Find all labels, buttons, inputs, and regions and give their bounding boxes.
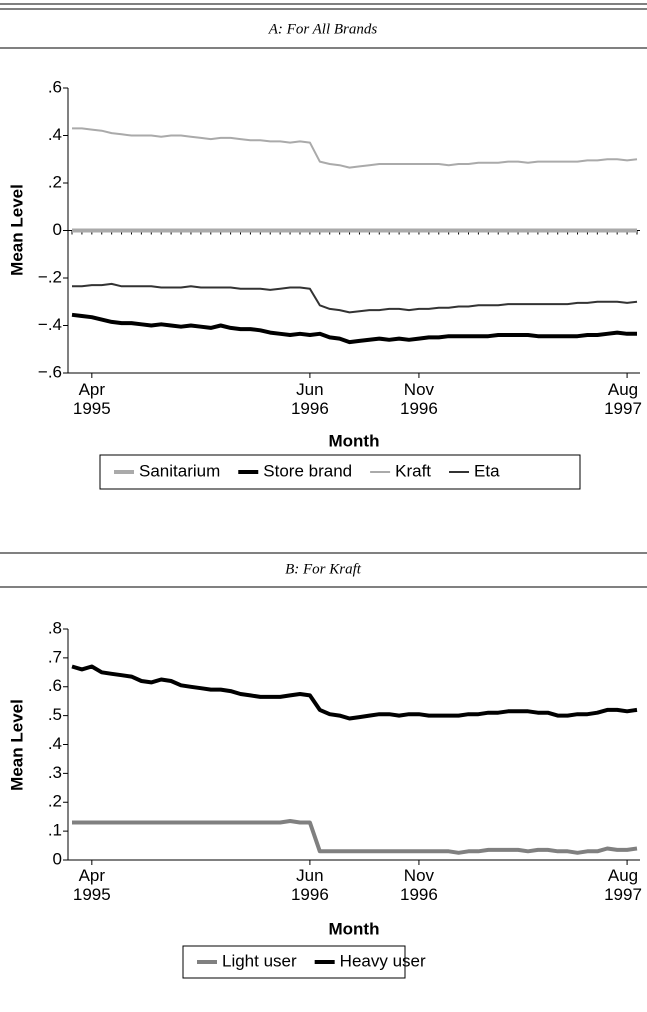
x-tick-label: Apr 1995: [72, 866, 111, 904]
legend-label: Store brand: [263, 461, 352, 480]
y-tick-label: .1: [48, 821, 62, 840]
y-tick-label: −.6: [38, 362, 62, 381]
legend-label: Kraft: [395, 461, 431, 480]
x-tick-label: Aug 1997: [604, 866, 642, 904]
y-axis-label: Mean Level: [7, 699, 26, 791]
x-tick-label: Apr 1995: [72, 380, 111, 418]
x-tick-label: Jun 1996: [290, 380, 329, 418]
y-tick-label: .3: [48, 763, 62, 782]
series-line: [72, 819, 638, 855]
x-axis-label: Month: [329, 431, 380, 450]
panel-title: A: For All Brands: [268, 21, 378, 37]
y-tick-label: −.2: [38, 267, 62, 286]
x-tick-label: Nov 1996: [400, 866, 438, 904]
series-line: [71, 312, 637, 345]
series-line: [72, 282, 638, 314]
panel-title: B: For Kraft: [285, 561, 362, 577]
y-tick-label: .2: [48, 172, 62, 191]
x-axis-label: Month: [329, 919, 380, 938]
series-line: [72, 127, 638, 169]
series-line: [71, 664, 638, 721]
x-tick-label: Nov 1996: [400, 380, 438, 418]
legend-label: Eta: [474, 461, 500, 480]
y-tick-label: .7: [48, 647, 62, 666]
y-tick-label: .6: [48, 676, 62, 695]
legend-label: Light user: [222, 951, 297, 970]
y-tick-label: .2: [48, 792, 62, 811]
x-tick-label: Jun 1996: [290, 866, 329, 904]
legend-label: Heavy user: [340, 951, 426, 970]
y-tick-label: .5: [48, 705, 62, 724]
legend-label: Sanitarium: [139, 461, 220, 480]
y-tick-label: .4: [48, 734, 62, 753]
x-tick-label: Aug 1997: [604, 380, 642, 418]
y-tick-label: .4: [48, 125, 62, 144]
y-tick-label: 0: [53, 220, 62, 239]
y-axis-label: Mean Level: [7, 184, 26, 276]
legend-box: [182, 945, 406, 979]
y-tick-label: .8: [48, 618, 62, 637]
legend-box: [99, 454, 581, 490]
y-tick-label: .6: [48, 77, 62, 96]
y-tick-label: −.4: [38, 315, 62, 334]
y-tick-label: 0: [53, 849, 62, 868]
